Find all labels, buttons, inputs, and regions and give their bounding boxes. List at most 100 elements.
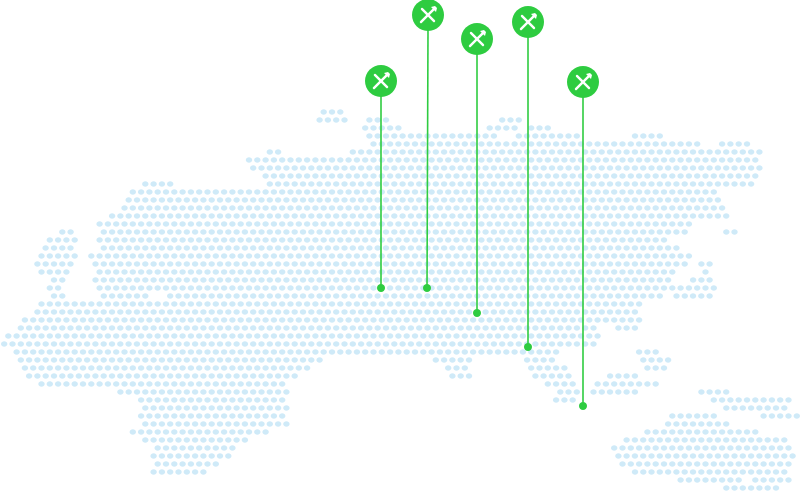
map-dot <box>30 349 37 355</box>
map-dot <box>233 245 240 251</box>
map-dot <box>196 349 203 355</box>
map-dot <box>499 325 506 331</box>
map-dot <box>499 261 506 267</box>
map-dot <box>615 309 622 315</box>
map-dot <box>204 349 211 355</box>
map-dot <box>362 269 369 275</box>
map-dot <box>718 205 726 211</box>
map-dot <box>723 213 730 219</box>
map-dot <box>536 173 543 179</box>
map-dot <box>208 389 215 395</box>
map-dot <box>420 157 427 163</box>
map-dot <box>635 189 643 195</box>
map-marker-3[interactable] <box>461 23 493 317</box>
map-dot <box>619 221 626 227</box>
map-dot <box>370 301 377 307</box>
map-dot <box>689 165 697 171</box>
map-dot <box>735 477 742 483</box>
map-dot <box>171 413 178 419</box>
map-dot <box>565 197 572 203</box>
map-dot <box>586 269 593 275</box>
map-dot <box>519 349 527 355</box>
map-dot <box>664 261 672 267</box>
map-dot <box>175 197 182 203</box>
map-dot <box>187 253 195 259</box>
map-dot <box>287 253 294 259</box>
map-dot <box>652 285 659 291</box>
map-dot <box>623 149 630 155</box>
map-dot <box>565 293 572 299</box>
map-dot <box>706 453 713 459</box>
map-dot <box>623 373 630 379</box>
map-dot <box>681 165 688 171</box>
map-dot <box>308 261 315 267</box>
map-marker-2[interactable] <box>412 0 444 292</box>
map-dot <box>511 221 518 227</box>
map-dot <box>104 237 112 243</box>
map-dot <box>590 245 597 251</box>
map-dot <box>590 261 597 267</box>
map-dot <box>370 173 377 179</box>
map-dot <box>34 357 41 363</box>
map-dot <box>469 141 477 147</box>
map-dot <box>38 253 45 259</box>
map-dot <box>445 301 452 307</box>
map-dot <box>324 325 332 331</box>
map-marker-5[interactable] <box>567 66 599 410</box>
map-dot <box>316 165 323 171</box>
map-dot <box>262 397 269 403</box>
map-dot <box>154 461 161 467</box>
map-dot <box>416 325 423 331</box>
map-dot <box>204 285 211 291</box>
map-dot <box>702 157 709 163</box>
map-dot <box>146 205 153 211</box>
map-dot <box>710 285 717 291</box>
map-marker-4[interactable] <box>512 6 544 351</box>
map-dot <box>611 237 618 243</box>
map-dot <box>158 309 166 315</box>
map-dot <box>225 357 232 363</box>
map-dot <box>196 189 203 195</box>
map-dot <box>432 181 439 187</box>
map-dot <box>681 213 688 219</box>
map-dot <box>457 261 464 267</box>
map-dot <box>611 301 618 307</box>
map-dot <box>490 277 498 283</box>
map-dot <box>146 397 153 403</box>
map-dot <box>743 461 751 467</box>
map-dot <box>175 469 182 475</box>
map-dot <box>328 333 336 339</box>
map-dot <box>519 141 527 147</box>
map-dot <box>167 357 174 363</box>
map-dot <box>295 301 302 307</box>
map-dot <box>544 285 551 291</box>
map-dot <box>440 245 448 251</box>
map-dot <box>50 373 58 379</box>
map-dot <box>9 341 16 347</box>
map-dot <box>490 325 498 331</box>
map-dot <box>669 173 676 179</box>
map-dot <box>312 221 319 227</box>
map-dot <box>324 117 332 123</box>
map-dot <box>158 373 166 379</box>
map-dot <box>175 341 182 347</box>
map-dot <box>229 317 236 323</box>
map-dot <box>200 341 207 347</box>
map-dot <box>374 277 381 283</box>
map-dot <box>366 261 373 267</box>
map-dot <box>523 229 531 235</box>
map-dot <box>689 293 697 299</box>
map-dot <box>320 253 327 259</box>
map-dot <box>781 405 788 411</box>
map-dot <box>445 205 452 211</box>
map-dot <box>254 317 261 323</box>
map-dot <box>594 189 601 195</box>
map-dot <box>245 157 253 163</box>
map-dot <box>631 197 639 203</box>
map-dot <box>179 285 186 291</box>
map-dot <box>303 157 311 163</box>
map-dot <box>349 261 356 267</box>
map-dot <box>453 141 460 147</box>
map-marker-1[interactable] <box>365 65 397 292</box>
map-dot <box>104 349 112 355</box>
